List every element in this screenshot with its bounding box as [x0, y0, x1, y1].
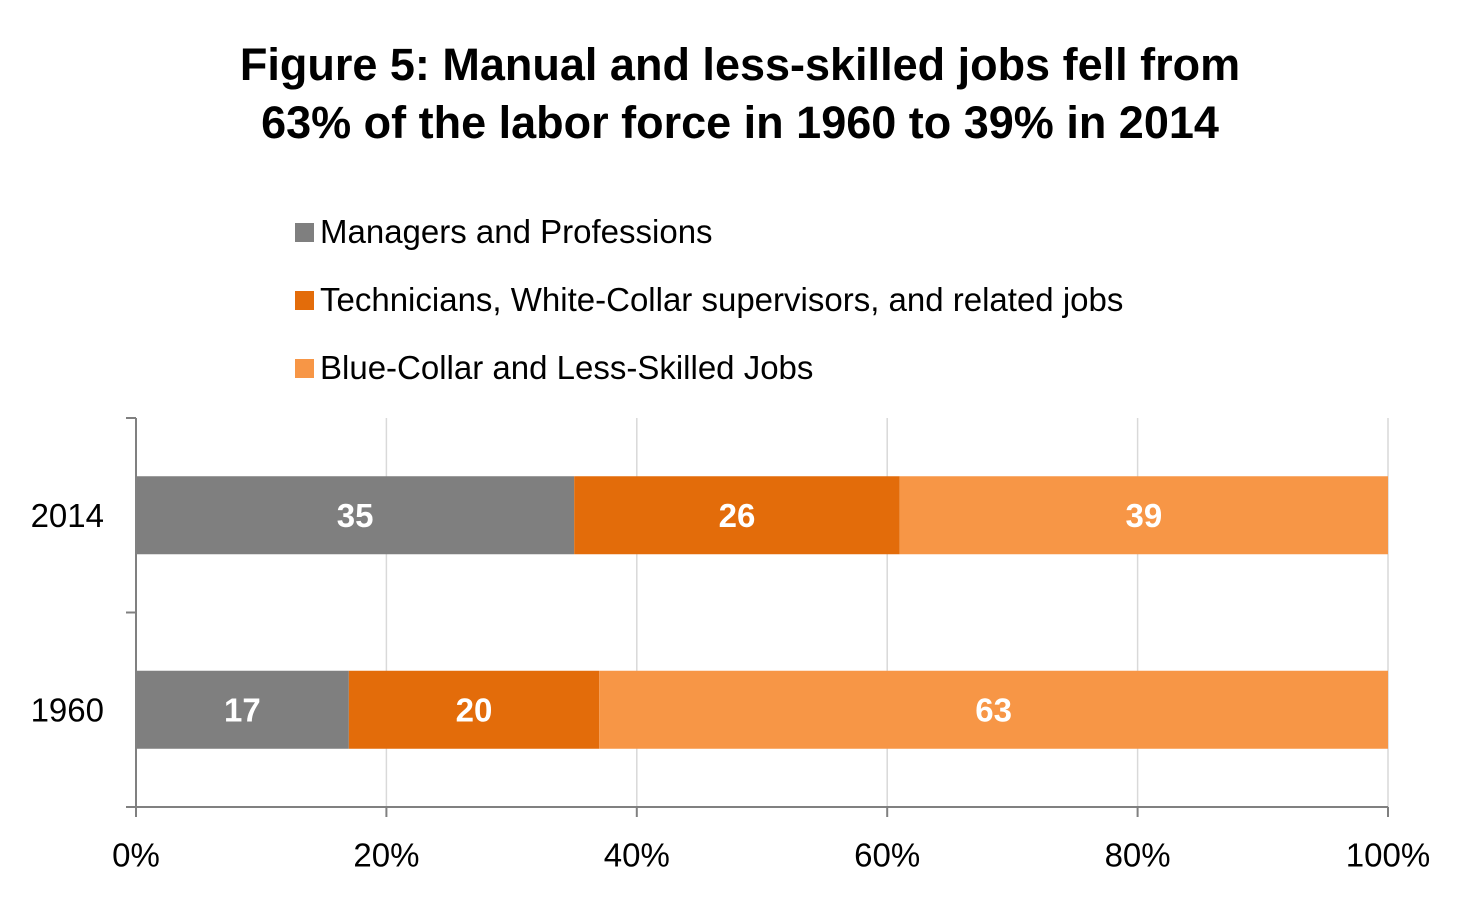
- x-tick-label-3: 60%: [854, 837, 920, 874]
- x-tick-label-0: 0%: [112, 837, 160, 874]
- legend-item-blue-collar: Blue-Collar and Less-Skilled Jobs: [295, 334, 1123, 402]
- x-tick-label-1: 20%: [353, 837, 419, 874]
- data-label-1960-series-1: 20: [456, 691, 493, 728]
- legend-swatch-technicians: [295, 290, 314, 310]
- legend-swatch-blue-collar: [295, 358, 314, 378]
- chart-title: Figure 5: Manual and less-skilled jobs f…: [0, 36, 1480, 152]
- legend-item-technicians: Technicians, White-Collar supervisors, a…: [295, 266, 1123, 334]
- bar-1960-series-1: [348, 670, 600, 749]
- legend-item-managers: Managers and Professions: [295, 198, 1123, 266]
- bar-2014-series-2: [899, 476, 1388, 555]
- bar-1960-series-2: [599, 670, 1388, 749]
- bar-1960-series-0: [136, 670, 349, 749]
- x-tick-label-5: 100%: [1346, 837, 1430, 874]
- chart-legend: Managers and Professions Technicians, Wh…: [295, 198, 1123, 402]
- category-label-2014: 2014: [31, 497, 104, 534]
- data-label-1960-series-2: 63: [975, 691, 1012, 728]
- data-label-2014-series-2: 39: [1126, 497, 1163, 534]
- legend-label-managers: Managers and Professions: [320, 213, 713, 250]
- x-tick-label-4: 80%: [1105, 837, 1171, 874]
- category-label-1960: 1960: [31, 691, 104, 728]
- data-label-2014-series-0: 35: [337, 497, 374, 534]
- legend-label-technicians: Technicians, White-Collar supervisors, a…: [320, 281, 1124, 318]
- bar-2014-series-1: [574, 476, 900, 555]
- chart-title-line-1: Figure 5: Manual and less-skilled jobs f…: [239, 39, 1241, 90]
- x-tick-label-2: 40%: [604, 837, 670, 874]
- legend-label-blue-collar: Blue-Collar and Less-Skilled Jobs: [320, 349, 814, 386]
- data-label-1960-series-0: 17: [224, 691, 261, 728]
- legend-swatch-managers: [295, 222, 314, 242]
- data-label-2014-series-1: 26: [719, 497, 756, 534]
- bar-2014-series-0: [136, 476, 575, 555]
- chart-title-line-2: 63% of the labor force in 1960 to 39% in…: [261, 97, 1219, 148]
